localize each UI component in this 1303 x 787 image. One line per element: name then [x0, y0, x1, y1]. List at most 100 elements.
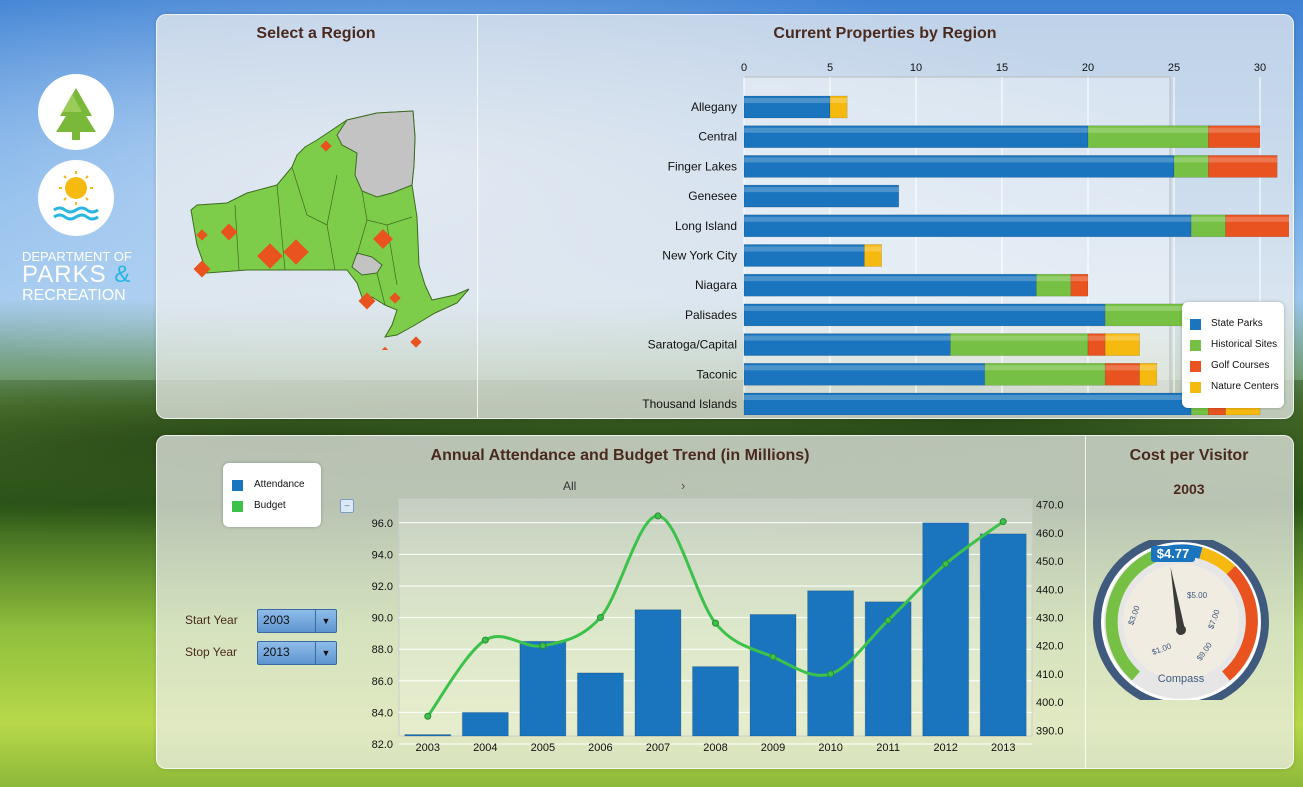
cost-gauge[interactable]: $3.00 $1.00 $5.00 $7.00 $9.00 Compass $4… [1091, 540, 1271, 700]
region-panel-title: Select a Region [256, 25, 376, 42]
bar-segment-nature-centers[interactable] [1104, 333, 1140, 356]
category-label[interactable]: Finger Lakes [668, 159, 737, 173]
attendance-bar[interactable] [979, 533, 1027, 737]
bar-highlight [744, 365, 985, 371]
budget-point[interactable] [827, 670, 835, 678]
legend-swatch-historical-sites [1190, 340, 1201, 351]
bar-segment-golf-courses[interactable] [1225, 214, 1289, 238]
x-tick-label: 25 [1168, 62, 1180, 74]
attendance-bar[interactable] [634, 609, 682, 737]
ny-state-map[interactable] [187, 105, 477, 350]
x-tick-label: 10 [910, 62, 922, 74]
category-label[interactable]: Niagara [695, 278, 737, 292]
bar-segment-nature-centers[interactable] [1139, 362, 1158, 386]
bar-highlight [1225, 216, 1289, 222]
legend-label-historical-sites: Historical Sites [1211, 339, 1278, 350]
bar-segment-nature-centers[interactable] [864, 244, 882, 267]
gauge-band-yellow [1199, 547, 1236, 575]
collapse-legend-button[interactable]: – [340, 499, 354, 513]
budget-point[interactable] [769, 653, 777, 661]
category-label[interactable]: Taconic [696, 367, 737, 381]
attendance-bar[interactable] [519, 640, 567, 737]
bar-highlight [744, 335, 951, 341]
x-tick-label: 5 [827, 62, 833, 74]
attendance-bar[interactable] [864, 601, 912, 737]
category-label[interactable]: Long Island [675, 219, 737, 233]
y-tick-label: 88.0 [372, 644, 393, 656]
legend-label-nature-centers: Nature Centers [1211, 381, 1279, 392]
budget-point[interactable] [942, 560, 950, 568]
category-label[interactable]: Genesee [688, 189, 737, 203]
legend-label-state-parks: State Parks [1211, 318, 1263, 329]
stop-year-label: Stop Year [185, 645, 238, 659]
dept-line2: PARKS & [22, 261, 131, 289]
attendance-bar[interactable] [749, 613, 797, 737]
chevron-right-icon[interactable]: › [681, 478, 686, 493]
y2-tick-label: 410.0 [1036, 669, 1064, 681]
bar-highlight [1208, 127, 1260, 133]
x-tick-label: 2007 [646, 742, 670, 754]
y2-tick-label: 440.0 [1036, 584, 1064, 596]
budget-point[interactable] [999, 518, 1007, 526]
start-year-value: 2003 [263, 613, 290, 627]
bar-segment-nature-centers[interactable] [829, 95, 848, 119]
category-label[interactable]: Central [698, 130, 737, 144]
y2-tick-label: 390.0 [1036, 725, 1064, 737]
budget-point[interactable] [539, 642, 547, 650]
attendance-budget-chart[interactable]: 82.0 84.0 86.0 88.0 90.0 92.0 94.0 96.0 390.0 400… [357, 491, 1077, 761]
category-label[interactable]: Allegany [691, 100, 737, 114]
budget-point[interactable] [481, 636, 489, 644]
region-markers[interactable] [193, 140, 422, 350]
budget-point[interactable] [884, 616, 892, 624]
x-tick-label: 2004 [473, 742, 497, 754]
category-label[interactable]: Thousand Islands [642, 397, 737, 411]
bar-highlight [744, 305, 1106, 311]
bar-highlight [1105, 365, 1140, 371]
x-tick-label: 0 [741, 62, 747, 74]
cost-year: 2003 [1173, 481, 1205, 497]
category-label[interactable]: Palisades [685, 308, 737, 322]
attendance-bar[interactable] [576, 672, 624, 737]
bar-highlight [1174, 157, 1209, 163]
attendance-bar[interactable] [922, 522, 970, 737]
y-tick-label: 92.0 [372, 581, 393, 593]
category-label[interactable]: New York City [662, 249, 737, 263]
bottom-panel: Annual Attendance and Budget Trend (in M… [156, 435, 1294, 769]
panel-divider-2 [1085, 436, 1086, 768]
bar-highlight [1070, 276, 1088, 282]
properties-legend: State Parks Historical Sites Golf Course… [1182, 302, 1284, 408]
category-label[interactable]: Saratoga/Capital [648, 338, 737, 352]
attendance-bar[interactable] [461, 711, 509, 737]
stop-year-value: 2013 [263, 645, 290, 659]
drill-filter-label[interactable]: All [563, 479, 577, 493]
dept-amp-text: & [114, 261, 132, 288]
panel-divider [477, 15, 478, 418]
bar-segment-golf-courses[interactable] [1208, 125, 1261, 148]
start-year-select[interactable]: 2003 ▼ [257, 609, 337, 633]
budget-point[interactable] [712, 619, 719, 627]
x-tick-label: 2012 [933, 742, 957, 754]
bar-highlight [744, 395, 1192, 400]
legend-swatch-budget [232, 501, 243, 512]
bar-highlight [1088, 127, 1209, 133]
attendance-bar[interactable] [692, 666, 739, 737]
properties-bar-chart[interactable]: 0510152025303540AlleganyCentralFinger La… [479, 55, 1289, 415]
bar-segment-golf-courses[interactable] [1070, 273, 1089, 297]
budget-point[interactable] [596, 614, 604, 621]
bar-highlight [744, 246, 865, 252]
bar-highlight [1208, 157, 1278, 163]
attendance-chart-title: Annual Attendance and Budget Trend (in M… [430, 447, 810, 464]
budget-line[interactable] [426, 514, 1005, 718]
adirondack-region[interactable] [336, 110, 416, 198]
stop-year-select[interactable]: 2013 ▼ [257, 641, 337, 665]
bar-segment-state-parks[interactable] [743, 184, 900, 208]
budget-point[interactable] [654, 512, 662, 520]
properties-chart-title: Current Properties by Region [773, 25, 997, 42]
y2-tick-label: 470.0 [1036, 500, 1064, 512]
legend-swatch-state-parks [1190, 319, 1201, 330]
y-tick-label: 90.0 [372, 613, 393, 625]
budget-point[interactable] [424, 712, 432, 720]
attendance-bar[interactable] [404, 734, 452, 737]
bar-segment-golf-courses[interactable] [1208, 155, 1278, 178]
x-tick-label: 2008 [703, 742, 727, 754]
